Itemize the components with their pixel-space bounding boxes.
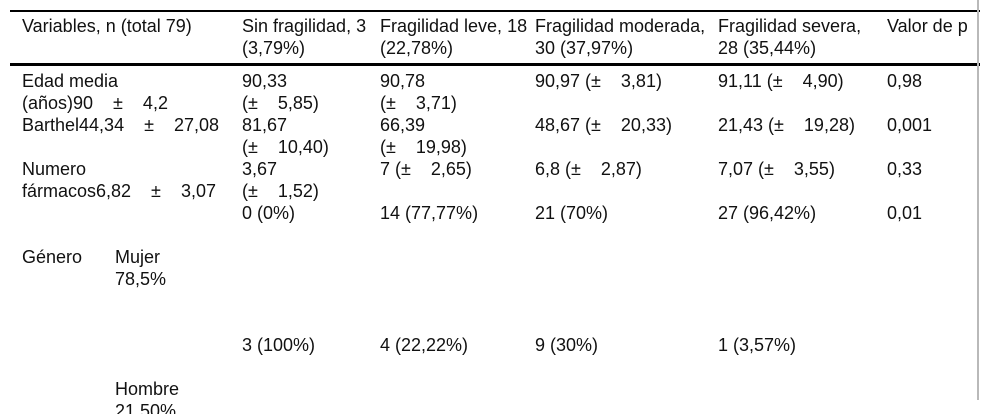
cell-value: 27 (96,42%) [718,203,817,223]
cell-value: 3,67 (± 1,52) [242,159,319,201]
cell-value: 7 (± 2,65) [380,159,472,179]
cell-value: 90,78 (± 3,71) [380,71,457,113]
cell-value: 1 (3,57%) [718,335,797,355]
cell-variable: Barthel44,34 ± 27,08 [22,115,220,135]
table-row-numero-farmacos: Numero fármacos6,82 ± 3,07 3,67 (± 1,52)… [10,158,980,202]
cell-value: 90,33 (± 5,85) [242,71,319,113]
cell-variable: Edad media (años)90 ± 4,2 [22,71,168,113]
cell-p-value: 0,98 [887,71,923,91]
cell-value: 3 (100%) [242,335,316,355]
page-edge-line [977,0,979,400]
cell-value: 4 (22,22%) [380,335,469,355]
cell-variable-genero: Género Mujer 78,5% [10,202,242,334]
table-row-barthel: Barthel44,34 ± 27,08 81,67 (± 10,40) 66,… [10,114,980,158]
cell-value: 21 (70%) [535,203,609,223]
cell-value: 66,39 (± 19,98) [380,115,467,157]
column-header-valor-p: Valor de p [887,11,980,66]
cell-variable: Numero fármacos6,82 ± 3,07 [22,159,216,201]
column-header-sin-fragilidad: Sin fragilidad, 3 (3,79%) [242,11,380,66]
table-row-genero-hombre: Hombre 21,50% 3 (100%) 4 (22,22%) 9 (30%… [10,334,980,414]
genero-group-label: Género [22,247,83,267]
cell-value: 91,11 (± 4,90) [718,71,844,91]
cell-value: 7,07 (± 3,55) [718,159,835,179]
cell-p-value-genero: 0,01 [887,203,923,223]
cell-value: 48,67 (± 20,33) [535,115,672,135]
column-header-fragilidad-leve: Fragilidad leve, 18 (22,78%) [380,11,535,66]
cell-p-value: 0,33 [887,159,923,179]
cell-variable-genero-cont: Hombre 21,50% [10,334,242,414]
cell-p-value: 0,001 [887,115,933,135]
column-header-variables: Variables, n (total 79) [10,11,242,66]
cell-value: 21,43 (± 19,28) [718,115,855,135]
cell-value: 0 (0%) [242,203,296,223]
frailty-statistics-table: Variables, n (total 79) Sin fragilidad, … [10,10,980,414]
cell-value: 81,67 (± 10,40) [242,115,329,157]
table-row-genero-mujer: Género Mujer 78,5% 0 (0%) 14 (77,77%) 21… [10,202,980,334]
column-header-fragilidad-severa: Fragilidad severa, 28 (35,44%) [718,11,887,66]
cell-value: 6,8 (± 2,87) [535,159,642,179]
genero-sub-label-hombre: Hombre 21,50% [115,379,180,414]
table-header-row: Variables, n (total 79) Sin fragilidad, … [10,11,980,66]
table-row-edad-media: Edad media (años)90 ± 4,2 90,33 (± 5,85)… [10,65,980,115]
cell-value: 9 (30%) [535,335,599,355]
cell-value: 90,97 (± 3,81) [535,71,662,91]
genero-sub-label-mujer: Mujer 78,5% [115,247,167,289]
column-header-fragilidad-moderada: Fragilidad moderada, 30 (37,97%) [535,11,718,66]
cell-value: 14 (77,77%) [380,203,479,223]
